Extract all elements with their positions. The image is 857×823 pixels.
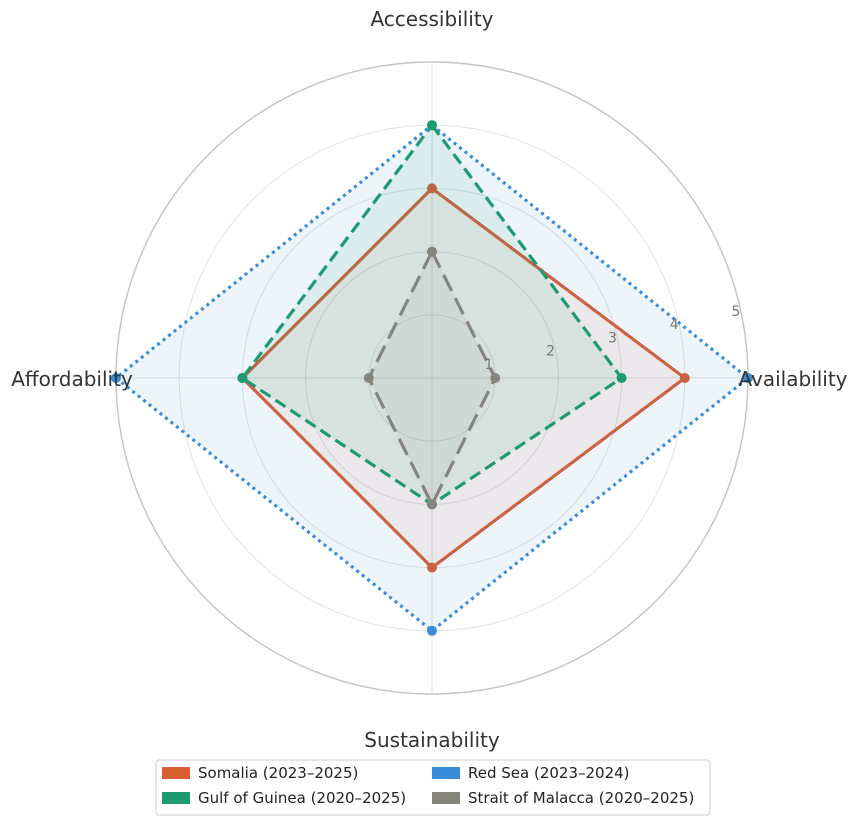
legend: Somalia (2023–2025) Red Sea (2023–2024) Gu… xyxy=(155,759,711,816)
radar-labels: 1 2 3 4 5 Accessibility Availability Sustainabi… xyxy=(11,7,847,752)
data-point xyxy=(427,625,437,636)
data-point xyxy=(237,373,248,383)
data-point xyxy=(111,373,121,383)
series-fill xyxy=(242,188,685,568)
radar-series xyxy=(111,120,753,636)
data-point xyxy=(679,373,690,383)
legend-swatch xyxy=(162,767,190,779)
legend-label: Strait of Malacca (2020–2025) xyxy=(468,789,694,807)
axis-label: Sustainability xyxy=(364,728,500,752)
r-tick-label: 2 xyxy=(546,344,555,360)
legend-swatch xyxy=(432,792,460,804)
legend-label: Somalia (2023–2025) xyxy=(198,764,358,782)
legend-swatch xyxy=(432,767,460,779)
legend-label: Red Sea (2023–2024) xyxy=(468,764,630,782)
data-point xyxy=(490,373,501,383)
data-point xyxy=(363,373,374,383)
data-point xyxy=(427,246,437,257)
r-tick-label: 5 xyxy=(732,304,741,320)
data-point xyxy=(743,373,753,383)
r-tick-label: 1 xyxy=(484,357,493,373)
series-group xyxy=(363,246,501,510)
data-point xyxy=(427,562,437,573)
series-group xyxy=(237,183,690,573)
data-point xyxy=(427,183,437,194)
legend-swatch xyxy=(162,792,190,804)
r-tick-label: 3 xyxy=(608,330,617,346)
series-line xyxy=(367,250,497,506)
data-point xyxy=(427,120,437,131)
data-point xyxy=(427,499,437,510)
axis-label: Availability xyxy=(738,367,847,391)
legend-label: Gulf of Guinea (2020–2025) xyxy=(198,789,406,807)
axis-label: Affordability xyxy=(11,367,133,391)
legend-frame xyxy=(155,759,711,816)
series-fill xyxy=(242,125,622,505)
r-tick-label: 4 xyxy=(670,317,679,333)
data-point xyxy=(616,373,627,383)
axis-label: Accessibility xyxy=(370,7,493,31)
series-fill xyxy=(368,251,496,505)
